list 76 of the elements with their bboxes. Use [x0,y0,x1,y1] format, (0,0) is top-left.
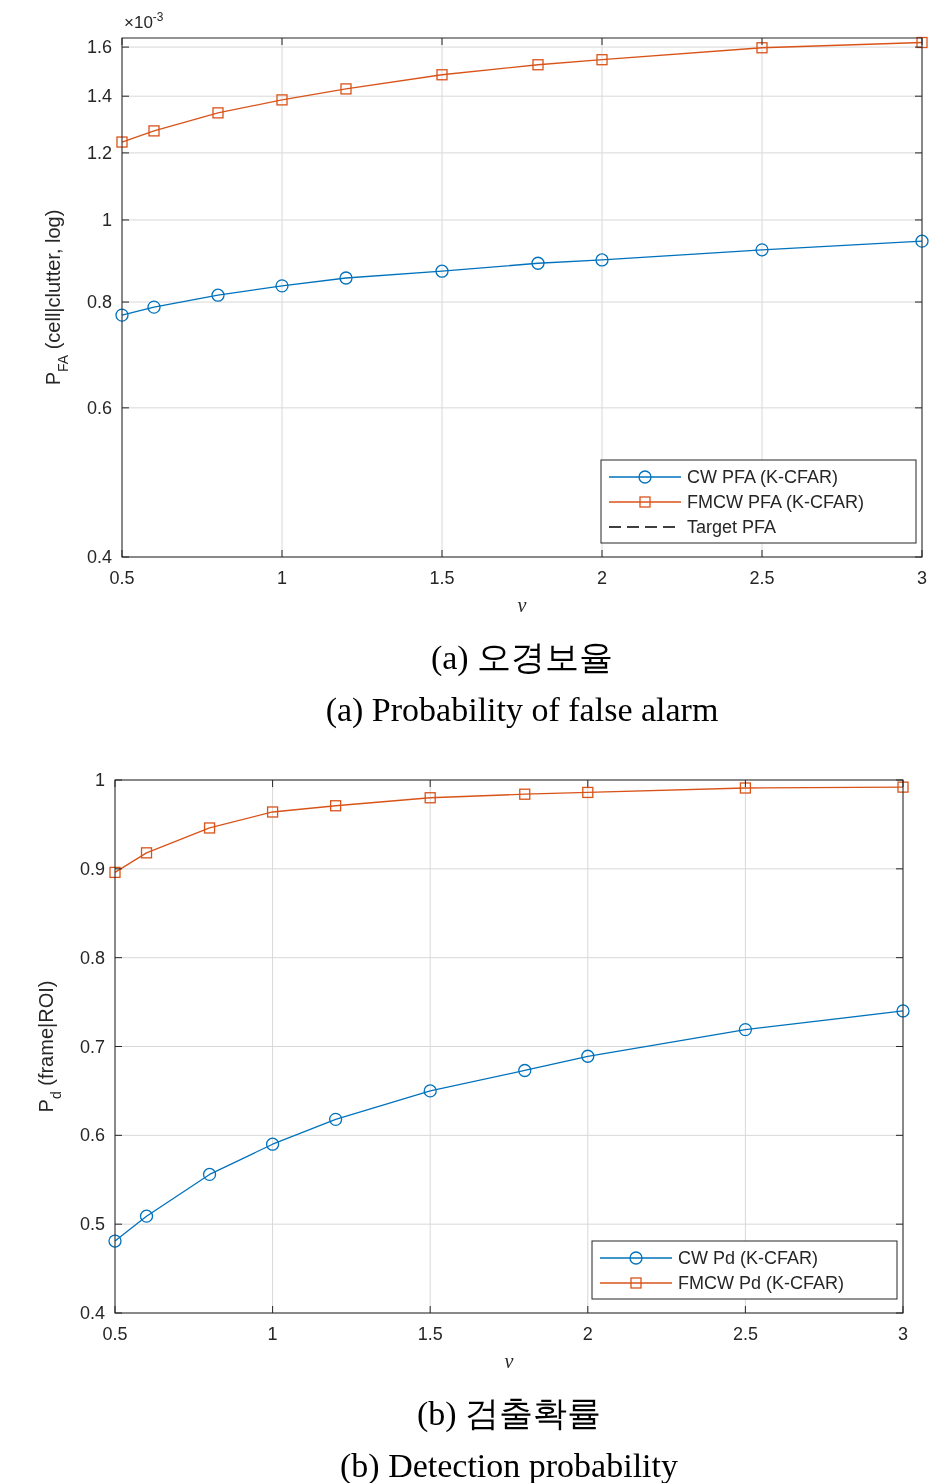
point [915,234,929,248]
legend-label: FMCW Pd (K-CFAR) [678,1273,844,1293]
point [108,1234,122,1248]
text: (a) 오경보율 [430,639,614,677]
y-tick-label: 0.7 [79,1036,105,1057]
y-tick-label: 0.6 [86,397,112,418]
legend-label: CW PFA (K-CFAR) [687,467,839,487]
point [755,243,769,257]
y-tick-label: 1.4 [86,86,112,107]
x-tick-label: 1 [276,568,288,588]
point [518,1063,532,1078]
point [424,792,436,804]
y-tick-label: 1 [94,770,105,790]
point [423,1084,437,1098]
point [756,42,768,54]
legend-label: Target PFA [687,517,777,537]
point [139,1209,154,1223]
point [532,59,544,71]
point [519,788,531,800]
point [266,806,279,818]
x-tick-label: 3 [897,1324,909,1344]
y-tick-label: 0.6 [79,1125,105,1146]
x-tick-label: 2 [582,1324,593,1344]
x-tick-label: 3 [916,568,928,588]
legend-label: CW Pd (K-CFAR) [678,1248,819,1268]
x-tick-label: 2 [596,568,608,588]
point [340,83,352,95]
y-tick-label: 1 [101,209,112,230]
point [582,786,594,799]
y-tick-label: 1.6 [86,37,112,58]
point [531,256,545,270]
point [329,800,342,812]
point [109,866,121,879]
point [596,54,608,66]
point [436,69,448,81]
point [896,1004,910,1018]
x-axis-title: ν [504,1350,514,1372]
x-tick-label: 0.5 [109,568,135,588]
point [595,253,609,267]
point [211,288,225,302]
x-tick-label: 1 [267,1324,278,1344]
point [265,1137,280,1151]
x-tick-label: 1.5 [429,568,455,588]
text: (a) Probability of false alarm [325,691,719,729]
point [916,36,928,49]
point [581,1049,595,1063]
x-axis-title: ν [517,594,527,616]
y-tick-label: 0.4 [86,547,112,567]
point [435,264,449,278]
point [115,308,129,322]
point [203,822,216,834]
x-tick-label: 2.5 [732,1324,758,1344]
text: (b) 검출확률 [416,1395,602,1433]
text: ×10$^{-3}$ [124,10,164,32]
point [212,107,224,119]
point [738,1022,753,1037]
point [275,279,289,293]
point [147,300,161,314]
point [202,1167,217,1182]
x-tick-label: 2.5 [749,568,775,588]
y-tick-label: 0.5 [79,1214,105,1235]
point [276,94,288,106]
point [116,136,128,148]
point [148,125,160,137]
legend-label: FMCW PFA (K-CFAR) [687,492,864,512]
y-tick-label: 1.2 [86,142,112,163]
y-tick-label: 0.4 [79,1303,105,1323]
y-tick-label: 0.9 [79,858,105,879]
x-tick-label: 1.5 [417,1324,443,1344]
point [328,1112,343,1126]
point [140,847,153,859]
point [897,781,909,793]
point [739,782,752,794]
point [339,271,353,285]
y-tick-label: 0.8 [79,947,105,968]
y-tick-label: 0.8 [86,292,112,313]
